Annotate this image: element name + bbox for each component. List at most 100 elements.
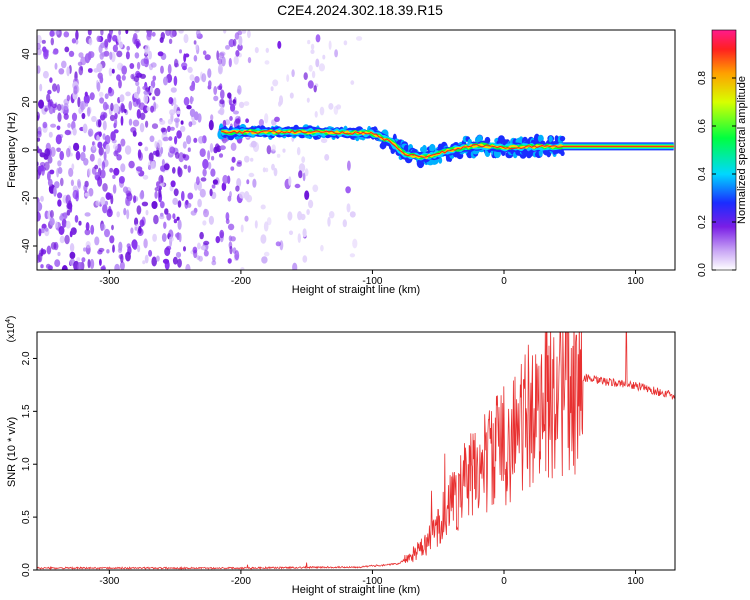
heatmap-noise-cell (123, 207, 127, 216)
heatmap-noise-cell (302, 228, 307, 238)
heatmap-noise-cell (213, 95, 219, 102)
heatmap-noise-cell (79, 100, 86, 111)
heatmap-noise-cell (44, 161, 50, 171)
heatmap-noise-cell (95, 200, 101, 207)
heatmap-noise-cell (238, 101, 245, 109)
heatmap-noise-cell (136, 85, 141, 95)
heatmap-noise-cell (99, 75, 104, 84)
heatmap-noise-cell (307, 39, 311, 45)
heatmap-noise-cell (217, 64, 223, 75)
heatmap-noise-cell (121, 65, 127, 75)
heatmap-noise-cell (99, 52, 104, 60)
heatmap-noise-cell (141, 201, 149, 207)
heatmap-noise-cell (83, 247, 87, 252)
heatmap-noise-cell (175, 251, 182, 258)
heatmap-noise-cell (60, 104, 64, 110)
heatmap-noise-cell (47, 178, 53, 187)
heatmap-noise-cell (108, 205, 112, 214)
heatmap-noise-cell (119, 94, 125, 103)
heatmap-noise-cell (302, 255, 308, 263)
heatmap-noise-cell (159, 37, 164, 43)
heatmap-noise-cell (200, 245, 206, 251)
heatmap-noise-cell (100, 30, 104, 36)
heatmap-noise-cell (120, 163, 126, 173)
heatmap-noise-cell (172, 197, 179, 205)
heatmap-y-tick-label: 0 (21, 147, 32, 153)
heatmap-noise-cell (102, 101, 108, 111)
heatmap-noise-cell (343, 40, 348, 46)
heatmap-noise-cell (96, 81, 101, 92)
heatmap-noise-cell (40, 264, 44, 269)
heatmap-noise-cell (196, 176, 200, 186)
heatmap-noise-cell (350, 80, 355, 85)
heatmap-noise-cell (134, 217, 139, 226)
heatmap-noise-cell (229, 116, 233, 121)
heatmap-noise-cell (286, 74, 290, 82)
heatmap-noise-cell (89, 92, 95, 101)
heatmap-noise-cell (334, 49, 338, 58)
heatmap-noise-cell (254, 220, 258, 229)
heatmap-noise-cell (193, 40, 197, 45)
heatmap-noise-cell (153, 214, 159, 225)
heatmap-noise-cell (54, 259, 61, 267)
heatmap-noise-cell (154, 141, 158, 149)
heatmap-noise-cell (233, 38, 237, 47)
heatmap-noise-cell (274, 116, 280, 123)
heatmap-noise-cell (225, 45, 230, 50)
heatmap-noise-cell (260, 204, 266, 210)
heatmap-noise-cell (112, 44, 118, 53)
snr-x-tick-label: -300 (99, 576, 119, 587)
heatmap-noise-cell (349, 211, 356, 218)
heatmap-noise-cell (42, 121, 48, 129)
heatmap-noise-cell (42, 46, 47, 53)
heatmap-noise-cell (96, 35, 102, 42)
heatmap-noise-cell (129, 63, 135, 69)
heatmap-noise-cell (40, 228, 46, 234)
heatmap-noise-cell (160, 65, 164, 74)
heatmap-noise-cell (277, 40, 282, 49)
heatmap-noise-cell (219, 229, 225, 239)
heatmap-noise-cell (133, 195, 137, 204)
heatmap-noise-cell (336, 104, 342, 110)
heatmap-noise-cell (235, 185, 240, 192)
heatmap-noise-cell (186, 202, 192, 208)
heatmap-noise-cell (173, 97, 177, 106)
heatmap-noise-cell (154, 190, 158, 199)
heatmap-noise-cell (322, 54, 326, 60)
heatmap-noise-cell (152, 75, 157, 81)
heatmap-noise-cell (162, 136, 170, 142)
heatmap-noise-cell (130, 227, 134, 234)
heatmap-noise-cell (102, 204, 108, 214)
heatmap-noise-cell (215, 236, 221, 244)
heatmap-noise-cell (234, 250, 240, 261)
heatmap-noise-cell (139, 219, 145, 227)
heatmap-noise-cell (178, 30, 184, 34)
heatmap-noise-cell (48, 131, 53, 138)
heatmap-noise-cell (54, 62, 58, 70)
heatmap-noise-cell (37, 211, 41, 222)
heatmap-noise-cell (208, 215, 214, 225)
heatmap-noise-cell (136, 42, 141, 47)
heatmap-noise-cell (237, 43, 243, 51)
heatmap-noise-cell (328, 103, 334, 110)
heatmap-noise-cell (221, 182, 227, 191)
heatmap-noise-cell (98, 247, 105, 252)
heatmap-noise-cell (207, 150, 211, 161)
heatmap-noise-cell (173, 188, 179, 197)
heatmap-noise-cell (98, 131, 102, 137)
heatmap-noise-cell (41, 39, 46, 44)
heatmap-noise-cell (168, 97, 174, 105)
heatmap-noise-cell (38, 228, 42, 237)
heatmap-noise-cell (82, 123, 88, 134)
heatmap-noise-cell (219, 145, 226, 151)
heatmap-noise-cell (37, 202, 43, 212)
heatmap-noise-cell (245, 118, 250, 123)
heatmap-noise-cell (154, 187, 160, 192)
heatmap-noise-cell (77, 178, 81, 188)
heatmap-noise-cell (138, 225, 142, 234)
heatmap-noise-cell (118, 30, 121, 36)
heatmap-noise-cell (100, 169, 106, 179)
heatmap-noise-cell (47, 89, 52, 95)
heatmap-noise-cell (271, 163, 275, 171)
heatmap-noise-cell (92, 141, 95, 146)
